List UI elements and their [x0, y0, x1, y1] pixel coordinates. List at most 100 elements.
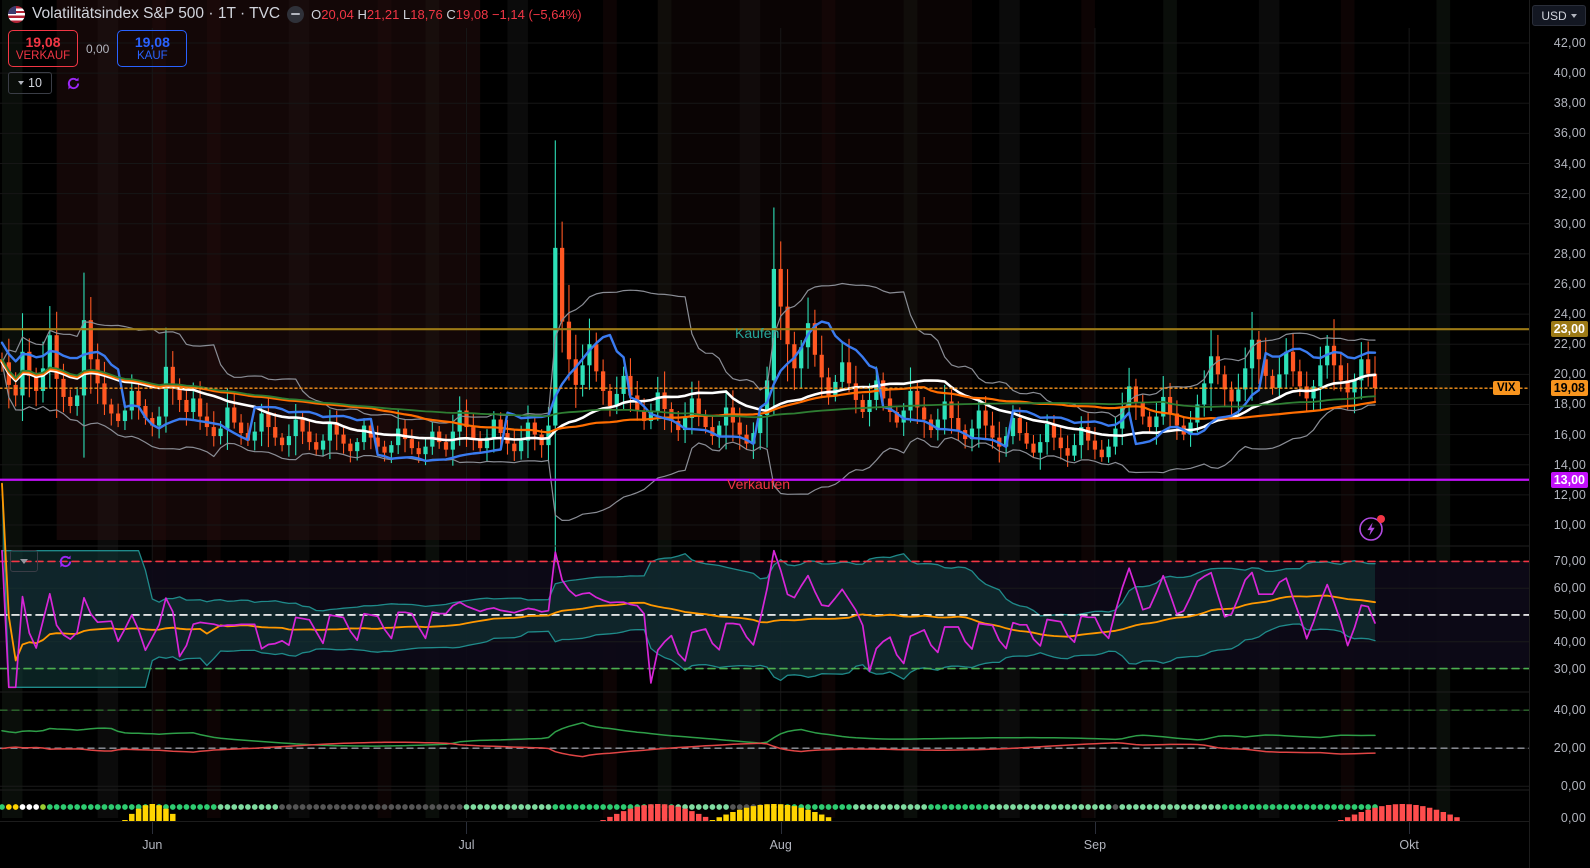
signal-dot [948, 804, 955, 810]
candle-body [1140, 402, 1145, 417]
seasonality-bar [1379, 806, 1385, 826]
signal-dot [531, 804, 538, 810]
candle-body [396, 428, 401, 446]
seasonality-bar [818, 814, 825, 826]
signal-dot [538, 804, 545, 810]
signal-dot [367, 804, 374, 810]
signal-dot [941, 804, 948, 810]
candle-body [1058, 437, 1063, 449]
signal-dot [477, 804, 484, 810]
price-axis-tick: 40,00 [1553, 66, 1586, 81]
signal-dot [1044, 804, 1050, 810]
candle-body [676, 421, 681, 431]
candle-body [560, 247, 565, 322]
resistance-price-badge[interactable]: 23,00 [1550, 321, 1588, 338]
signal-dot [1180, 804, 1187, 810]
signal-dot [600, 804, 606, 810]
rsi-refresh-icon[interactable] [58, 554, 73, 569]
candle-body [1331, 345, 1337, 366]
candle-body [600, 371, 606, 391]
rsi-collapse-button[interactable] [10, 550, 38, 572]
price-axis-tick: 32,00 [1553, 186, 1586, 201]
signal-dot [443, 804, 449, 810]
signal-dot [689, 804, 695, 810]
signal-dot [1037, 804, 1044, 810]
signal-dot [395, 804, 402, 810]
candle-body [307, 431, 312, 443]
candle-body [1284, 351, 1289, 375]
signal-dot [210, 804, 217, 810]
candle-body [1263, 359, 1268, 376]
signal-dot [258, 804, 265, 810]
time-axis[interactable]: JunJulAugSepOktNovDez2026FebMrz [0, 821, 1530, 868]
signal-dot [1146, 804, 1153, 810]
candle-body [983, 410, 988, 426]
price-axis[interactable]: USD 42,00 40,00 38,00 36,00 34,00 32,00 30,00 2… [1529, 0, 1590, 868]
candle-body [252, 431, 257, 441]
seasonality-bar [730, 812, 736, 826]
ohlc-open-value: 20,04 [321, 6, 354, 22]
candle-body [628, 375, 633, 396]
signal-dot [579, 804, 586, 810]
candle-body [580, 365, 585, 385]
signal-dot [361, 804, 367, 810]
support-price-badge[interactable]: 13,00 [1550, 471, 1588, 488]
candle-body [1270, 375, 1275, 388]
lightning-alert-icon[interactable] [1358, 515, 1385, 542]
signal-dot [402, 804, 408, 810]
sell-button[interactable]: 19,08 VERKAUF [8, 30, 78, 67]
signal-dot [490, 804, 497, 810]
candle-body [969, 428, 975, 440]
signal-dot [463, 804, 470, 810]
candle-body [1147, 416, 1152, 428]
signal-dot [1133, 804, 1139, 810]
signal-dot [805, 804, 811, 810]
candle-body [443, 442, 449, 450]
signal-dot [730, 804, 736, 810]
candle-body [122, 410, 128, 422]
seasonality-bar [805, 809, 811, 826]
time-gridline [1094, 822, 1096, 834]
time-axis-tick: Jun [142, 838, 163, 852]
signal-dot [716, 804, 723, 810]
candle-body [635, 395, 640, 411]
buy-button[interactable]: 19,08 KAUF [117, 30, 188, 67]
candle-body [1215, 356, 1221, 375]
seasonality-bar [696, 813, 702, 826]
bollinger-lower [1, 361, 1376, 521]
signal-dot [1153, 804, 1160, 810]
signal-dot [347, 804, 354, 810]
signal-dot [1160, 804, 1167, 810]
signal-dot [251, 804, 258, 810]
candle-body [1297, 371, 1302, 387]
signal-dot [928, 804, 934, 810]
candle-body [191, 398, 196, 412]
signal-dot [436, 804, 443, 810]
seasonality-bar [771, 804, 777, 826]
time-axis-tick: Okt [1399, 838, 1419, 852]
signal-dot [839, 804, 846, 810]
signal-dot [1256, 804, 1262, 810]
currency-selector[interactable]: USD [1532, 5, 1586, 26]
refresh-icon[interactable] [66, 76, 81, 91]
price-axis-tick: 22,00 [1553, 337, 1586, 352]
dmi-plus-line [1, 721, 1376, 747]
price-axis-tick: 20,00 [1553, 367, 1586, 382]
seasonality-bar [750, 806, 757, 826]
chart-canvas[interactable]: Kaufen Verkaufen [0, 0, 1530, 868]
signal-dot [1324, 804, 1331, 810]
last-price-badge[interactable]: 19,08 [1550, 380, 1588, 397]
signal-dot [320, 804, 326, 810]
candle-body [1304, 386, 1309, 399]
quantity-stepper[interactable]: 10 [8, 72, 52, 94]
candle-body [102, 383, 107, 405]
signal-dot [1201, 804, 1208, 810]
candle-body [1038, 442, 1043, 453]
symbol-title[interactable]: Volatilitätsindex S&P 500 · 1T · TVC [32, 5, 281, 22]
session-band [1436, 0, 1451, 818]
signal-dot [286, 804, 292, 810]
candle-body [1311, 386, 1316, 399]
candle-body [416, 448, 421, 455]
eye-toggle-icon[interactable] [287, 5, 305, 23]
signal-dot [456, 804, 463, 810]
